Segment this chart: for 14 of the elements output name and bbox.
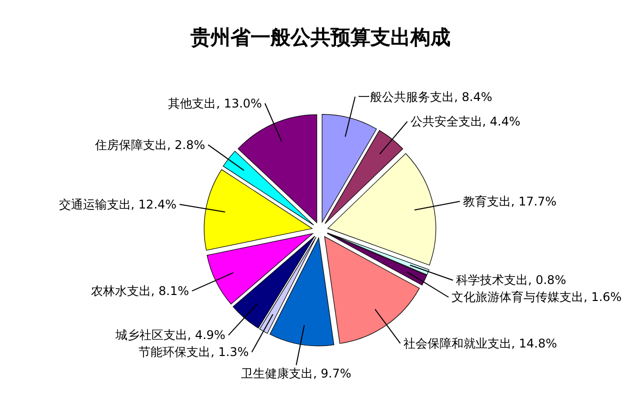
slice-label: 一般公共服务支出, 8.4% bbox=[358, 90, 492, 104]
chart-title: 贵州省一般公共预算支出构成 bbox=[190, 25, 450, 49]
slice-label: 社会保障和就业支出, 14.8% bbox=[403, 336, 558, 350]
slice-label: 城乡社区支出, 4.9% bbox=[114, 328, 226, 342]
slice-label: 住房保障支出, 2.8% bbox=[94, 138, 206, 152]
slice-label: 节能环保支出, 1.3% bbox=[138, 345, 249, 360]
slice-label: 公共安全支出, 4.4% bbox=[410, 114, 520, 129]
slice-label: 农林水支出, 8.1% bbox=[90, 284, 190, 298]
slice-label: 文化旅游体育与传媒支出, 1.6% bbox=[452, 290, 622, 304]
slice-label: 科学技术支出, 0.8% bbox=[456, 273, 566, 288]
slice-label: 其他支出, 13.0% bbox=[168, 96, 262, 110]
slice-label: 教育支出, 17.7% bbox=[462, 194, 557, 208]
slice-label: 卫生健康支出, 9.7% bbox=[241, 366, 352, 381]
slice-label: 交通运输支出, 12.4% bbox=[58, 197, 177, 212]
